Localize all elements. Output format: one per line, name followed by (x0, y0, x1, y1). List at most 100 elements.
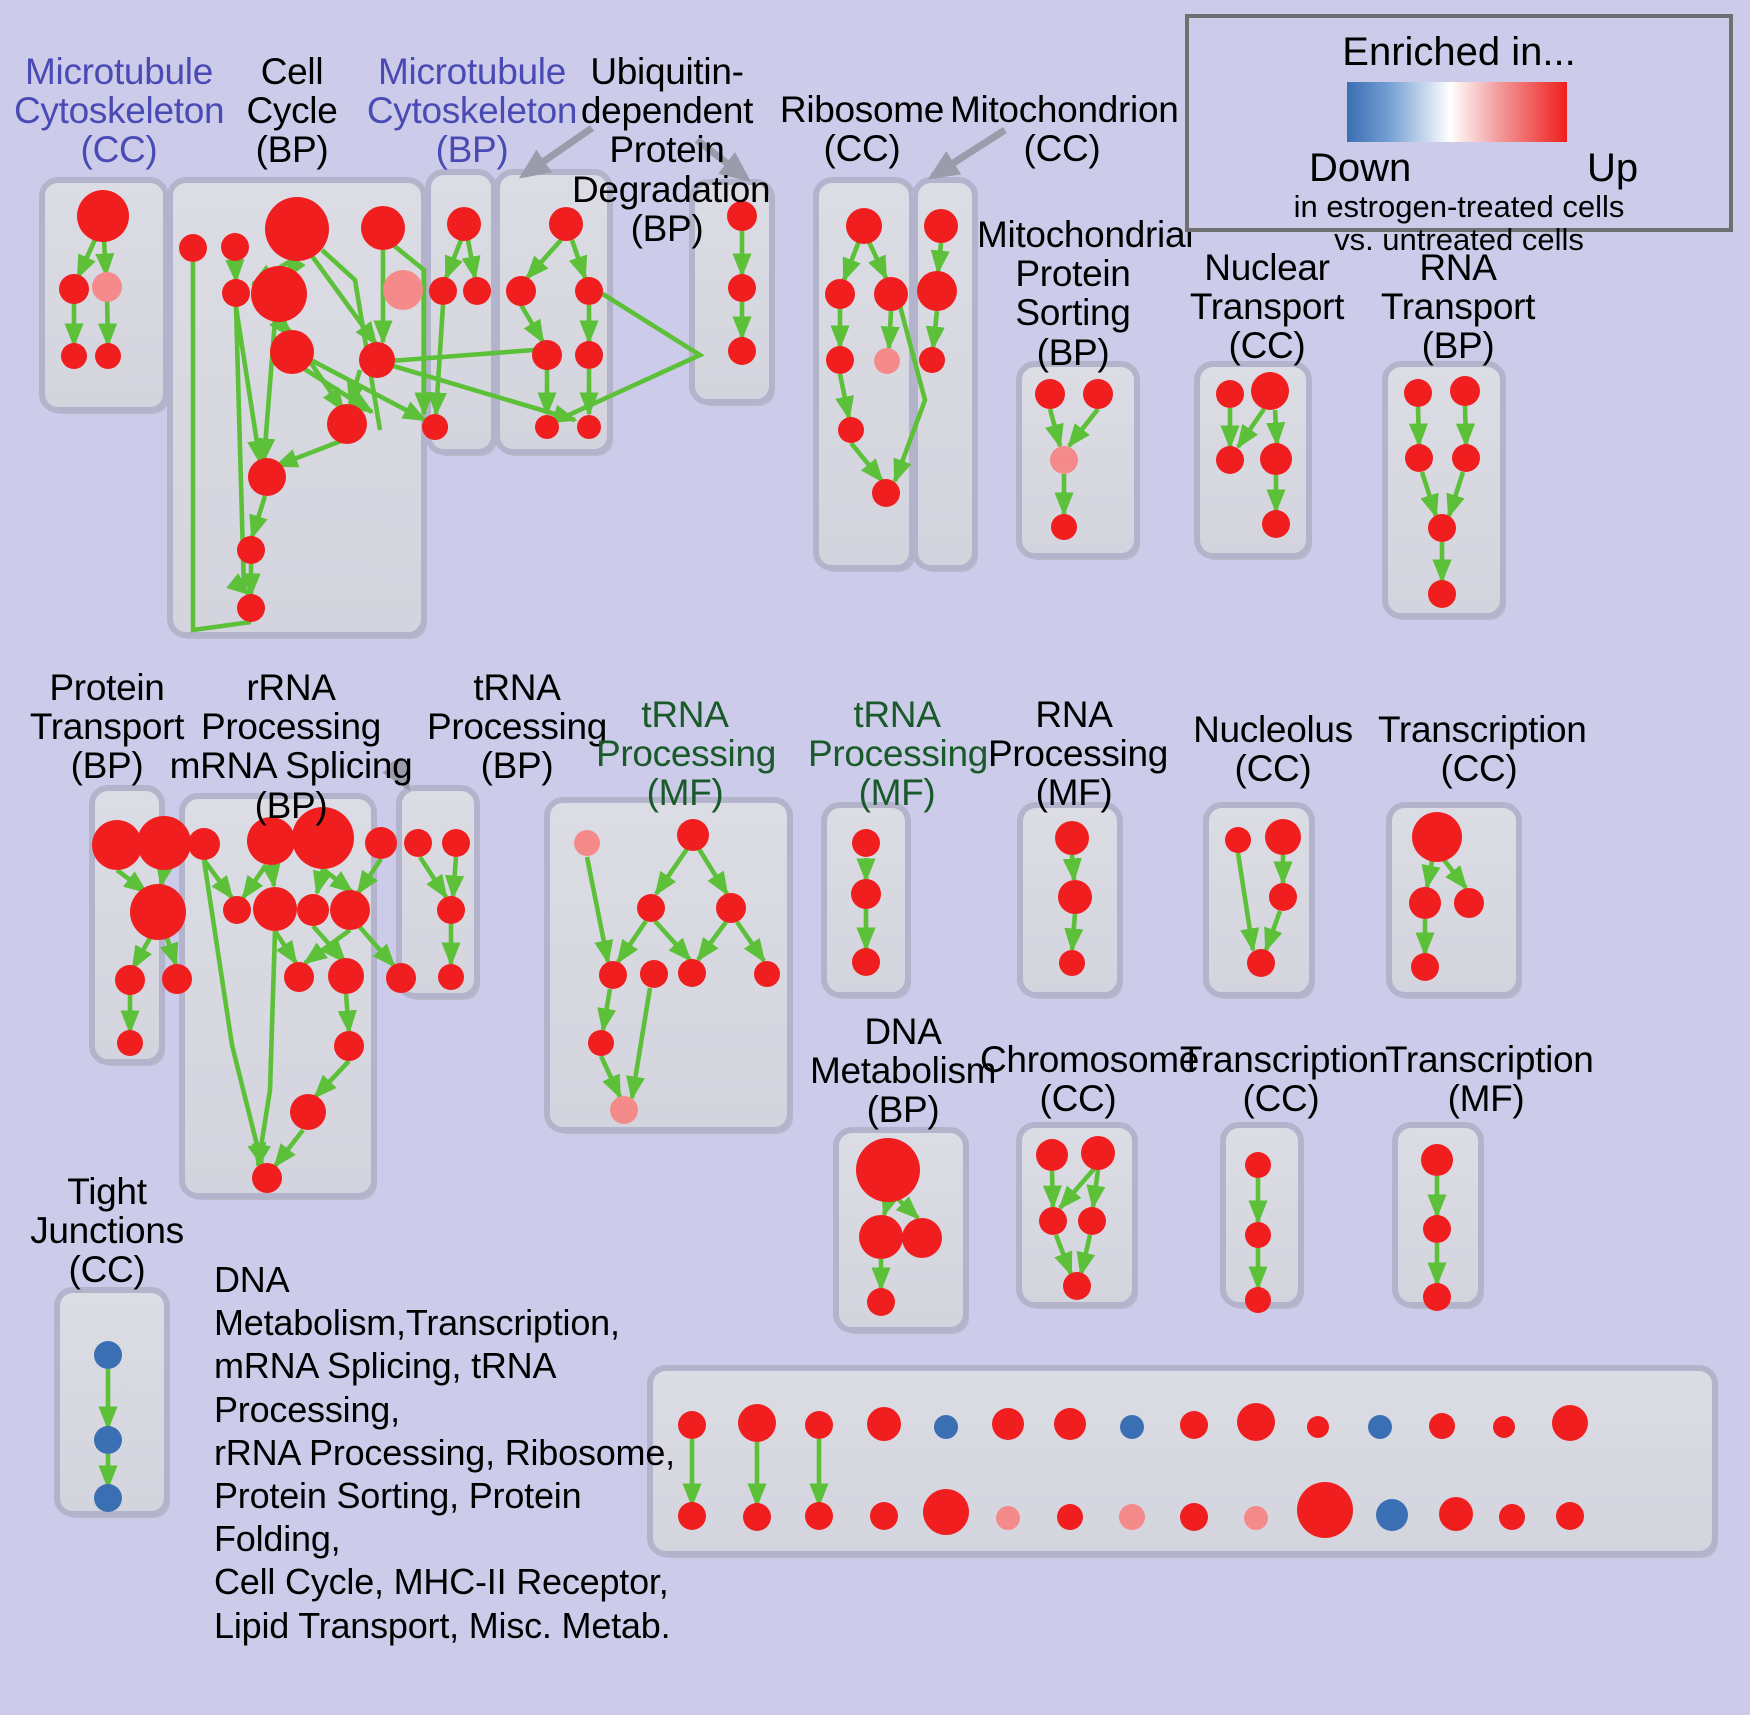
gene-node[interactable] (1083, 379, 1113, 409)
gene-node[interactable] (1078, 1207, 1106, 1235)
gene-node[interactable] (1119, 1504, 1145, 1530)
gene-node[interactable] (1297, 1482, 1353, 1538)
gene-node[interactable] (94, 1426, 122, 1454)
gene-node[interactable] (248, 458, 286, 496)
gene-node[interactable] (247, 817, 295, 865)
gene-node[interactable] (728, 337, 756, 365)
gene-node[interactable] (1260, 443, 1292, 475)
gene-node[interactable] (1120, 1415, 1144, 1439)
gene-node[interactable] (437, 896, 465, 924)
gene-node[interactable] (253, 887, 297, 931)
gene-node[interactable] (743, 1503, 771, 1531)
gene-node[interactable] (1180, 1411, 1208, 1439)
gene-node[interactable] (237, 594, 265, 622)
gene-node[interactable] (1439, 1497, 1473, 1531)
gene-node[interactable] (535, 415, 559, 439)
gene-node[interactable] (532, 340, 562, 370)
gene-node[interactable] (251, 266, 307, 322)
gene-node[interactable] (221, 233, 249, 261)
gene-node[interactable] (1081, 1136, 1115, 1170)
gene-node[interactable] (934, 1415, 958, 1439)
gene-node[interactable] (1063, 1272, 1091, 1300)
gene-node[interactable] (1245, 1287, 1271, 1313)
gene-node[interactable] (1376, 1499, 1408, 1531)
gene-node[interactable] (429, 277, 457, 305)
gene-node[interactable] (640, 960, 668, 988)
gene-node[interactable] (852, 948, 880, 976)
gene-node[interactable] (1216, 380, 1244, 408)
gene-node[interactable] (383, 270, 423, 310)
gene-node[interactable] (297, 894, 329, 926)
gene-node[interactable] (826, 346, 854, 374)
gene-node[interactable] (1247, 949, 1275, 977)
gene-node[interactable] (1428, 514, 1456, 542)
gene-node[interactable] (874, 348, 900, 374)
gene-node[interactable] (1423, 1215, 1451, 1243)
gene-node[interactable] (223, 896, 251, 924)
gene-node[interactable] (599, 961, 627, 989)
gene-node[interactable] (1237, 1403, 1275, 1441)
gene-node[interactable] (825, 279, 855, 309)
gene-node[interactable] (1180, 1503, 1208, 1531)
gene-node[interactable] (179, 234, 207, 262)
gene-node[interactable] (678, 1502, 706, 1530)
gene-node[interactable] (137, 816, 191, 870)
gene-node[interactable] (1216, 446, 1244, 474)
gene-node[interactable] (162, 964, 192, 994)
gene-node[interactable] (92, 272, 122, 302)
gene-node[interactable] (1405, 444, 1433, 472)
gene-node[interactable] (678, 1411, 706, 1439)
gene-node[interactable] (361, 206, 405, 250)
gene-node[interactable] (575, 341, 603, 369)
gene-node[interactable] (1055, 821, 1089, 855)
gene-node[interactable] (846, 208, 882, 244)
gene-node[interactable] (424, 415, 448, 439)
gene-node[interactable] (115, 965, 145, 995)
gene-node[interactable] (130, 884, 186, 940)
gene-node[interactable] (919, 347, 945, 373)
gene-node[interactable] (549, 207, 583, 241)
gene-node[interactable] (1493, 1416, 1515, 1438)
gene-node[interactable] (447, 207, 481, 241)
gene-node[interactable] (61, 343, 87, 369)
gene-node[interactable] (1269, 883, 1297, 911)
panel-ubiquitin-left[interactable] (494, 169, 613, 455)
gene-node[interactable] (805, 1411, 833, 1439)
gene-node[interactable] (438, 964, 464, 990)
gene-node[interactable] (1036, 1139, 1068, 1171)
gene-node[interactable] (290, 1094, 326, 1130)
gene-node[interactable] (1057, 1504, 1083, 1530)
gene-node[interactable] (1051, 514, 1077, 540)
gene-node[interactable] (365, 827, 397, 859)
gene-node[interactable] (506, 276, 536, 306)
gene-node[interactable] (222, 279, 250, 307)
gene-node[interactable] (738, 1404, 776, 1442)
gene-node[interactable] (754, 961, 780, 987)
gene-node[interactable] (1423, 1283, 1451, 1311)
gene-node[interactable] (1409, 887, 1441, 919)
gene-node[interactable] (1428, 580, 1456, 608)
gene-node[interactable] (728, 274, 756, 302)
gene-node[interactable] (359, 342, 395, 378)
gene-node[interactable] (805, 1502, 833, 1530)
panel-tight-junctions[interactable] (54, 1287, 170, 1517)
gene-node[interactable] (330, 890, 370, 930)
gene-node[interactable] (852, 829, 880, 857)
gene-node[interactable] (1054, 1408, 1086, 1440)
gene-node[interactable] (727, 201, 757, 231)
gene-node[interactable] (59, 274, 89, 304)
gene-node[interactable] (92, 820, 142, 870)
gene-node[interactable] (94, 1341, 122, 1369)
gene-node[interactable] (872, 479, 900, 507)
gene-node[interactable] (1058, 880, 1092, 914)
gene-node[interactable] (575, 277, 603, 305)
gene-node[interactable] (117, 1030, 143, 1056)
gene-node[interactable] (1225, 827, 1251, 853)
gene-node[interactable] (1059, 950, 1085, 976)
gene-node[interactable] (637, 894, 665, 922)
gene-node[interactable] (1411, 953, 1439, 981)
gene-node[interactable] (917, 271, 957, 311)
gene-node[interactable] (867, 1288, 895, 1316)
gene-node[interactable] (328, 958, 364, 994)
gene-node[interactable] (1421, 1144, 1453, 1176)
